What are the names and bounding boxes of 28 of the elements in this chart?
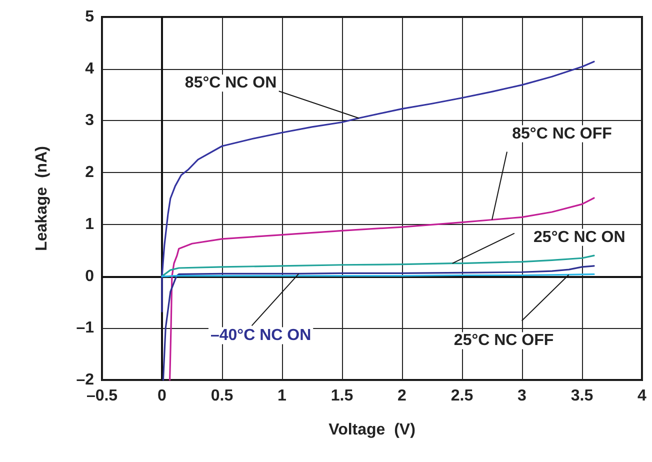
x-tick-label: 4 — [638, 388, 647, 404]
x-tick-label: 2 — [398, 388, 407, 404]
y-tick-label: –1 — [76, 320, 94, 337]
line-series — [162, 265, 595, 381]
text: 25°C NC OFF — [454, 332, 554, 350]
y-tick-label: –2 — [76, 372, 94, 388]
y-tick-label: 2 — [85, 164, 94, 182]
y-tick-label: 0 — [85, 268, 94, 285]
x-tick-label: 0.5 — [210, 388, 234, 404]
x-tick-label: 2.5 — [450, 388, 474, 404]
x-axis-title: Voltage (V) — [328, 422, 416, 438]
y-tick-label: 1 — [85, 216, 94, 233]
x-tick-label: 1.5 — [330, 388, 354, 404]
text: 85°C NC OFF — [512, 125, 612, 142]
y-tick-label: 5 — [85, 8, 94, 26]
x-tick-label: 1 — [278, 388, 287, 404]
x-tick-label: –0.5 — [86, 388, 118, 404]
text: –40°C NC ON — [210, 327, 312, 344]
x-tick-label: 3 — [518, 388, 527, 404]
y-tick-label: 3 — [85, 112, 94, 130]
line-series — [169, 197, 595, 381]
series-label: 25°C NC ON — [534, 228, 626, 246]
x-tick-label: 3.5 — [570, 388, 594, 404]
line-series — [161, 254, 595, 278]
y-axis-title: Leakage (nA) — [34, 146, 50, 251]
y-tick-label: 4 — [85, 60, 94, 78]
x-tick-label: 0 — [158, 388, 167, 404]
text: 85°C NC ON — [184, 74, 277, 92]
